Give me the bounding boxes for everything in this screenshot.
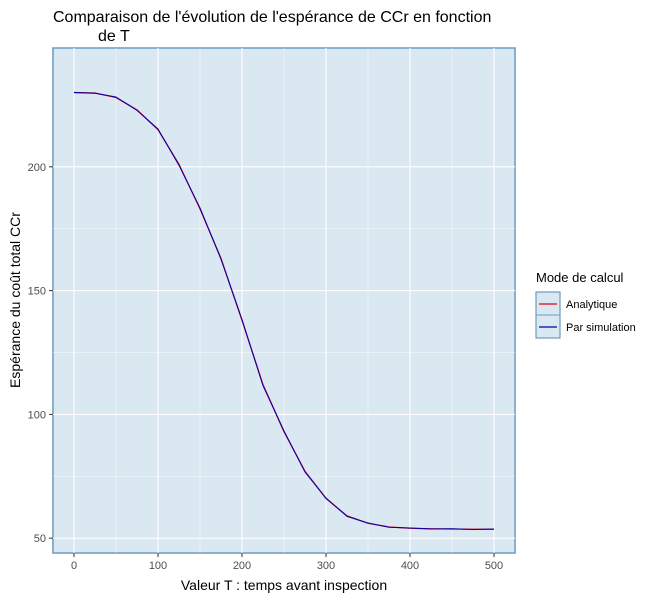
series-line-simulation (73, 92, 495, 530)
legend: Mode de calcul Analytique Par simulation (535, 270, 636, 339)
x-tick-label: 100 (149, 560, 167, 572)
chart-title-line2: de T (98, 28, 130, 45)
y-tick-label: 100 (28, 409, 46, 421)
x-tick-label: 0 (71, 560, 77, 572)
y-tick-label: 150 (28, 286, 46, 298)
y-axis: 50 100 150 200 (28, 162, 53, 545)
x-axis: 0 100 200 300 400 500 (71, 553, 503, 572)
y-tick-label: 200 (28, 162, 46, 174)
x-axis-label: Valeur T : temps avant inspection (181, 577, 387, 593)
grid (53, 48, 515, 553)
legend-label-analytique: Analytique (566, 299, 617, 311)
x-tick-label: 200 (233, 560, 251, 572)
x-tick-label: 400 (401, 560, 419, 572)
x-tick-label: 500 (485, 560, 503, 572)
legend-label-simulation: Par simulation (566, 322, 636, 334)
chart-title-line1: Comparaison de l'évolution de l'espéranc… (53, 9, 491, 26)
y-axis-label: Espérance du coût total CCr (7, 212, 23, 388)
series-group (73, 91, 495, 530)
y-tick-label: 50 (34, 533, 46, 545)
legend-title: Mode de calcul (536, 270, 624, 285)
x-tick-label: 300 (317, 560, 335, 572)
